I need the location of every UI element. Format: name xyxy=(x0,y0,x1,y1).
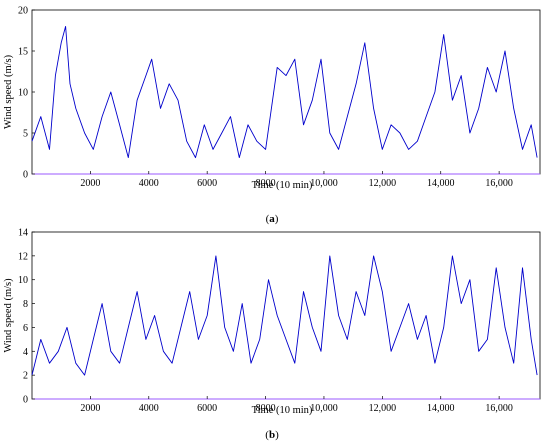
y-tick-label: 12 xyxy=(18,251,28,262)
wind-speed-line xyxy=(31,255,538,376)
y-tick-label: 5 xyxy=(23,129,28,140)
panel-label: (b) xyxy=(265,429,279,441)
y-tick-label: 14 xyxy=(18,228,28,239)
x-tick-label: 6000 xyxy=(197,178,217,189)
x-tick-label: 14,000 xyxy=(427,403,455,414)
y-axis-label: Wind speed (m/s) xyxy=(3,54,14,129)
x-tick-label: 2000 xyxy=(80,403,100,414)
y-tick-label: 8 xyxy=(23,299,28,310)
x-tick-label: 4000 xyxy=(139,178,159,189)
y-tick-label: 15 xyxy=(18,47,28,58)
y-tick-label: 20 xyxy=(18,6,28,17)
x-tick-label: 14,000 xyxy=(427,178,455,189)
chart-panel-b: 2000 4000 6000 8000 10,000 12,000 14,000 16,000… xyxy=(3,228,541,441)
y-tick-label: 0 xyxy=(23,395,28,406)
chart-panel-a: 2000 4000 6000 8000 10,000 12,000 14,000 16,000… xyxy=(3,6,541,225)
y-tick-label: 10 xyxy=(18,88,28,99)
x-axis-label: Time (10 min) xyxy=(252,405,313,416)
y-tick-label: 6 xyxy=(23,323,28,334)
x-tick-label: 12,000 xyxy=(369,178,397,189)
panel-label: (a) xyxy=(266,213,279,225)
wind-speed-line xyxy=(31,25,538,159)
y-tick-label: 4 xyxy=(23,347,28,358)
x-tick-label: 16,000 xyxy=(485,178,513,189)
x-axis-label: Time (10 min) xyxy=(252,180,313,191)
y-tick-label: 2 xyxy=(23,371,28,382)
x-tick-label: 8000 xyxy=(256,178,276,189)
x-tick-label: 10,000 xyxy=(310,403,338,414)
x-tick-label: 8000 xyxy=(256,403,276,414)
x-tick-label: 6000 xyxy=(197,403,217,414)
x-tick-label: 12,000 xyxy=(369,403,397,414)
x-tick-label: 2000 xyxy=(80,178,100,189)
y-tick-label: 10 xyxy=(18,275,28,286)
y-tick-label: 0 xyxy=(23,170,28,181)
x-tick-label: 16,000 xyxy=(485,403,513,414)
x-tick-label: 4000 xyxy=(139,403,159,414)
x-tick-label: 10,000 xyxy=(310,178,338,189)
y-axis-label: Wind speed (m/s) xyxy=(3,278,14,353)
